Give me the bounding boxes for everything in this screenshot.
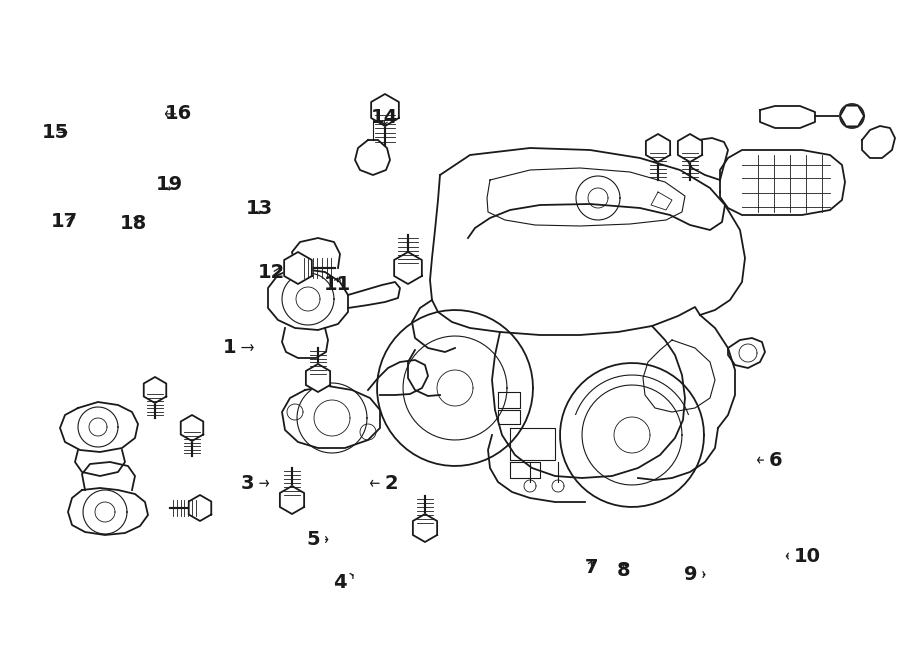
Text: 14: 14: [371, 109, 398, 127]
Polygon shape: [371, 94, 399, 126]
Polygon shape: [862, 126, 895, 158]
Polygon shape: [678, 134, 702, 162]
Polygon shape: [292, 238, 340, 268]
Polygon shape: [686, 138, 728, 180]
Polygon shape: [144, 377, 166, 403]
Text: 4: 4: [333, 573, 353, 592]
Text: 18: 18: [120, 214, 147, 233]
Text: 5: 5: [306, 530, 328, 549]
Text: 1: 1: [222, 338, 253, 357]
Polygon shape: [760, 106, 815, 128]
Text: 7: 7: [585, 559, 598, 577]
Polygon shape: [840, 104, 864, 128]
Polygon shape: [355, 140, 390, 175]
Polygon shape: [720, 150, 845, 215]
Polygon shape: [646, 134, 670, 162]
Polygon shape: [840, 106, 864, 126]
Polygon shape: [394, 252, 422, 284]
Text: 2: 2: [371, 474, 399, 493]
Text: 17: 17: [51, 213, 78, 231]
Text: 10: 10: [787, 547, 821, 565]
Polygon shape: [68, 488, 148, 535]
Polygon shape: [306, 364, 330, 392]
Text: 13: 13: [246, 199, 273, 218]
Text: 11: 11: [324, 275, 351, 294]
Text: 15: 15: [42, 123, 69, 142]
Polygon shape: [284, 252, 312, 284]
Polygon shape: [60, 402, 138, 452]
Polygon shape: [268, 268, 348, 330]
Text: 12: 12: [258, 263, 285, 282]
Polygon shape: [282, 386, 380, 448]
Text: 16: 16: [165, 105, 192, 123]
Polygon shape: [189, 495, 212, 521]
Polygon shape: [413, 514, 437, 542]
Polygon shape: [181, 415, 203, 441]
Text: 9: 9: [685, 565, 705, 584]
Polygon shape: [280, 486, 304, 514]
Text: 6: 6: [758, 451, 783, 469]
Text: 19: 19: [156, 175, 183, 193]
Text: 3: 3: [241, 474, 268, 493]
Text: 8: 8: [616, 561, 631, 580]
